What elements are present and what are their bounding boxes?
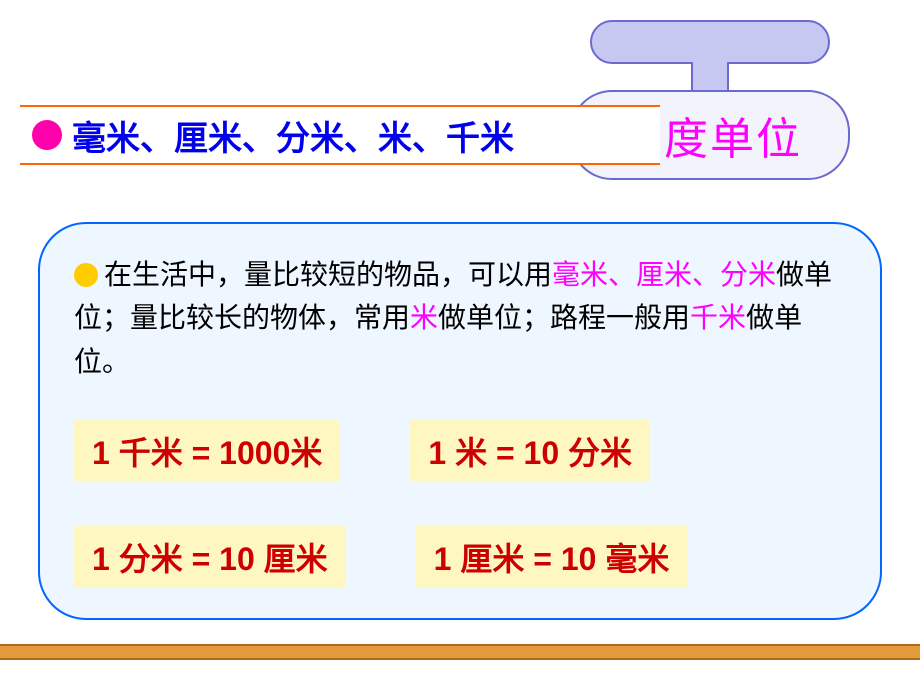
equation-row-1: 1 千米 = 1000米 1 米 = 10 分米	[74, 420, 846, 482]
para-hl3: 千米	[690, 303, 746, 334]
title-bar: 毫米、厘米、分米、米、千米	[20, 105, 660, 165]
eq3-rhs-val: 10	[561, 541, 597, 577]
content-panel: 在生活中，量比较短的物品，可以用毫米、厘米、分米做单位；量比较长的物体，常用米做…	[38, 222, 882, 620]
eq1-lhs-unit: 米	[455, 435, 487, 471]
equation-m-dm: 1 米 = 10 分米	[410, 420, 650, 482]
eq1-rhs-val: 10	[524, 435, 560, 471]
eq0-lhs-unit: 千米	[119, 435, 183, 471]
eq0-rhs-unit: 米	[290, 435, 322, 471]
eq1-rhs-unit: 分米	[568, 435, 632, 471]
eq3-lhs-val: 1	[434, 541, 452, 577]
equation-dm-cm: 1 分米 = 10 厘米	[74, 526, 346, 588]
eq2-lhs-unit: 分米	[119, 541, 183, 577]
para-seg1: 在生活中，量比较短的物品，可以用	[104, 260, 552, 291]
paragraph-bullet	[74, 263, 98, 287]
eq3-rhs-unit: 毫米	[605, 541, 669, 577]
stand-top-bar	[590, 20, 830, 64]
stand-neck	[691, 62, 729, 92]
equation-km-m: 1 千米 = 1000米	[74, 420, 340, 482]
eq0-rhs-val: 1000	[219, 435, 290, 471]
equation-row-2: 1 分米 = 10 厘米 1 厘米 = 10 毫米	[74, 526, 846, 588]
title-units: 毫米、厘米、分米、米、千米	[72, 111, 514, 160]
para-seg3: 做单位；路程一般用	[438, 303, 690, 334]
description-paragraph: 在生活中，量比较短的物品，可以用毫米、厘米、分米做单位；量比较长的物体，常用米做…	[74, 254, 846, 384]
title-marker-dot	[32, 120, 62, 150]
eq1-lhs-val: 1	[428, 435, 446, 471]
para-hl2: 米	[410, 303, 438, 334]
footer-bar	[0, 644, 920, 660]
eq3-lhs-unit: 厘米	[460, 541, 524, 577]
equation-cm-mm: 1 厘米 = 10 毫米	[416, 526, 688, 588]
para-hl1: 毫米、厘米、分米	[552, 260, 776, 291]
eq2-lhs-val: 1	[92, 541, 110, 577]
eq2-rhs-val: 10	[219, 541, 255, 577]
eq0-lhs-val: 1	[92, 435, 110, 471]
eq2-rhs-unit: 厘米	[264, 541, 328, 577]
